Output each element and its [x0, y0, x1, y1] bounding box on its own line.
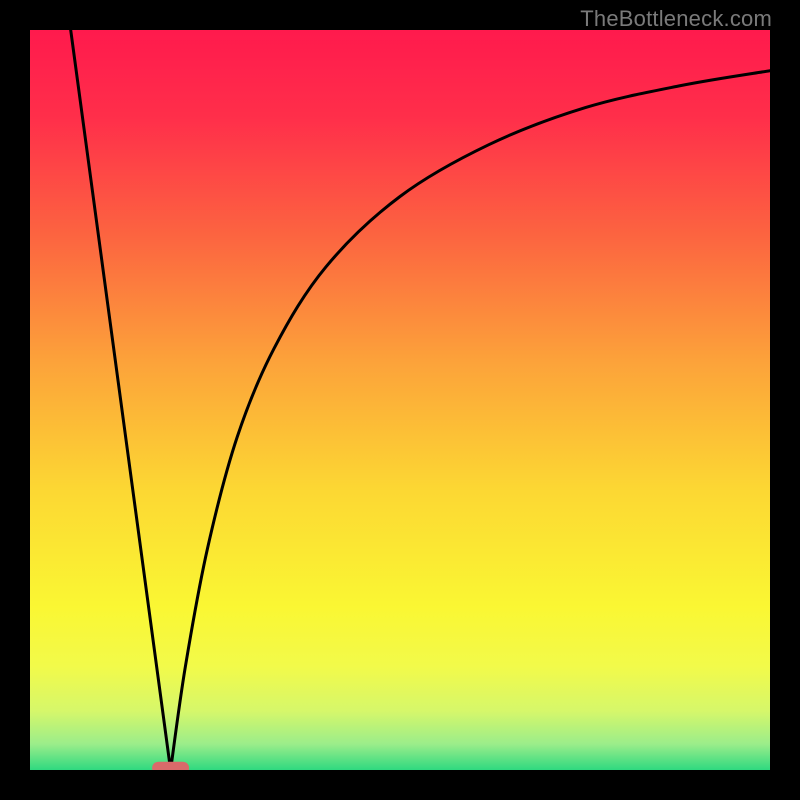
chart-svg [30, 30, 770, 770]
watermark-text: TheBottleneck.com [580, 6, 772, 32]
optimum-marker [152, 762, 189, 770]
figure-frame: TheBottleneck.com [0, 0, 800, 800]
plot-area [30, 30, 770, 770]
chart-background [30, 30, 770, 770]
